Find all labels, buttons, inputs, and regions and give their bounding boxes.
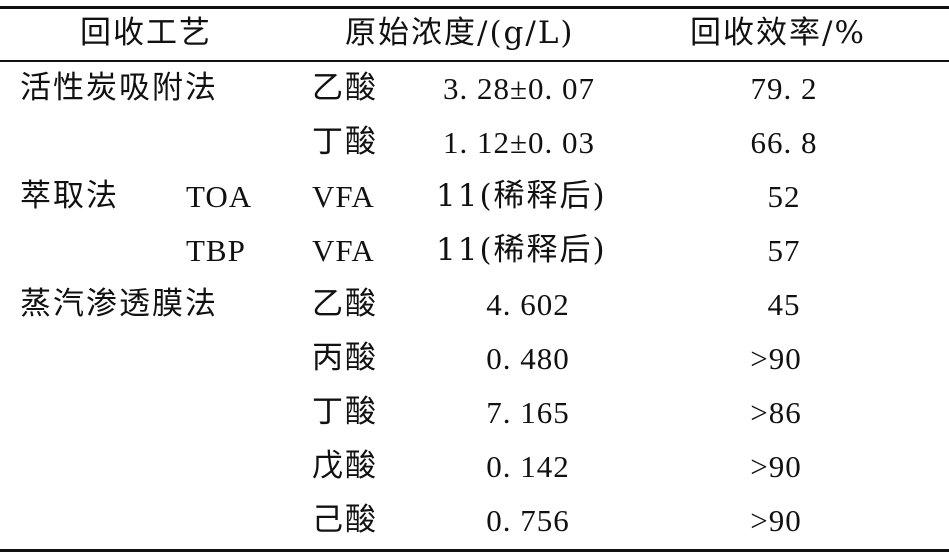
row-6-efficiency: >86 (750, 395, 802, 430)
row-5-efficiency: >90 (750, 341, 802, 376)
row-3-sub: TBP (186, 233, 246, 268)
row-3-acid: VFA (312, 233, 375, 268)
row-2-sub: TOA (186, 179, 253, 214)
row-4-acid: 乙酸 (312, 286, 378, 322)
row-0-concentration: 3. 28±0. 07 (443, 71, 596, 106)
row-5-acid: 丙酸 (312, 340, 378, 376)
row-2-acid: VFA (312, 179, 375, 214)
header-concentration: 原始浓度/(g/L) (345, 15, 575, 51)
row-6-acid: 丁酸 (312, 394, 378, 430)
row-7-acid: 戊酸 (312, 448, 378, 484)
row-1-concentration: 1. 12±0. 03 (443, 125, 596, 160)
table-bottom-rule (0, 549, 949, 552)
row-4-concentration: 4. 602 (486, 287, 570, 322)
row-0-acid: 乙酸 (312, 70, 378, 106)
row-4-method: 蒸汽渗透膜法 (20, 286, 218, 322)
row-2-efficiency: 52 (767, 179, 801, 214)
row-8-acid: 己酸 (312, 502, 378, 538)
header-efficiency: 回收效率/% (690, 15, 866, 51)
row-7-concentration: 0. 142 (486, 449, 570, 484)
row-5-concentration: 0. 480 (486, 341, 570, 376)
row-4-efficiency: 45 (767, 287, 801, 322)
row-1-efficiency: 66. 8 (750, 125, 818, 160)
row-2-method: 萃取法 (20, 178, 119, 214)
table-top-rule (0, 6, 949, 9)
table-header-rule (0, 60, 949, 62)
row-3-efficiency: 57 (767, 233, 801, 268)
row-3-concentration: 11(稀释后) (436, 232, 607, 268)
row-8-concentration: 0. 756 (486, 503, 570, 538)
row-6-concentration: 7. 165 (486, 395, 570, 430)
header-process: 回收工艺 (80, 15, 212, 51)
row-7-efficiency: >90 (750, 449, 802, 484)
row-0-method: 活性炭吸附法 (20, 70, 218, 106)
row-8-efficiency: >90 (750, 503, 802, 538)
row-2-concentration: 11(稀释后) (436, 178, 607, 214)
row-0-efficiency: 79. 2 (750, 71, 818, 106)
row-1-acid: 丁酸 (312, 124, 378, 160)
